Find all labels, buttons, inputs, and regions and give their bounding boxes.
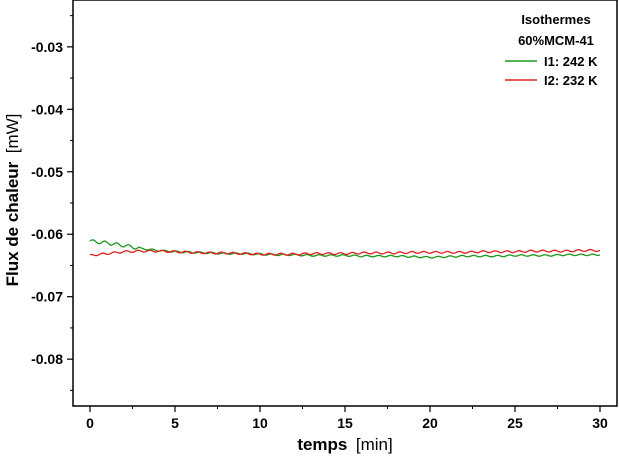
y-tick-label: -0.05 — [31, 164, 63, 180]
y-tick-label: -0.07 — [31, 289, 63, 305]
x-tick-label: 5 — [171, 415, 179, 431]
x-axis-title-text: temps — [297, 435, 347, 454]
ticks-layer: 0 5 10 15 20 25 30 -0.03 -0.04 -0.05 -0.06 -0.07 -0.… — [31, 15, 608, 431]
y-tick-label: -0.08 — [31, 351, 63, 367]
x-tick-label: 0 — [86, 415, 94, 431]
y-axis-unit: [mW] — [3, 114, 22, 154]
legend-label-i2: I2: 232 K — [544, 73, 598, 88]
plot-frame — [72, 0, 618, 407]
x-axis-title: temps [min] — [297, 435, 392, 454]
x-axis-unit: [min] — [356, 435, 393, 454]
x-tick-label: 15 — [337, 415, 353, 431]
legend: Isothermes 60%MCM-41 I1: 242 K I2: 232 K — [505, 12, 598, 88]
x-tick-label: 10 — [252, 415, 268, 431]
x-tick-label: 25 — [507, 415, 523, 431]
legend-title-line-1: Isothermes — [521, 12, 590, 27]
y-tick-label: -0.06 — [31, 226, 63, 242]
series-line-i1 — [89, 239, 601, 259]
legend-label-i1: I1: 242 K — [544, 54, 598, 69]
series-layer — [89, 239, 601, 259]
y-axis-title-text: Flux de chaleur — [3, 161, 22, 286]
y-tick-label: -0.03 — [31, 39, 63, 55]
y-axis-title: Flux de chaleur [mW] — [3, 114, 22, 287]
x-tick-label: 20 — [422, 415, 438, 431]
series-line-i2 — [89, 248, 601, 257]
x-tick-label: 30 — [592, 415, 608, 431]
y-tick-label: -0.04 — [31, 101, 63, 117]
legend-title-line-2: 60%MCM-41 — [518, 33, 594, 48]
